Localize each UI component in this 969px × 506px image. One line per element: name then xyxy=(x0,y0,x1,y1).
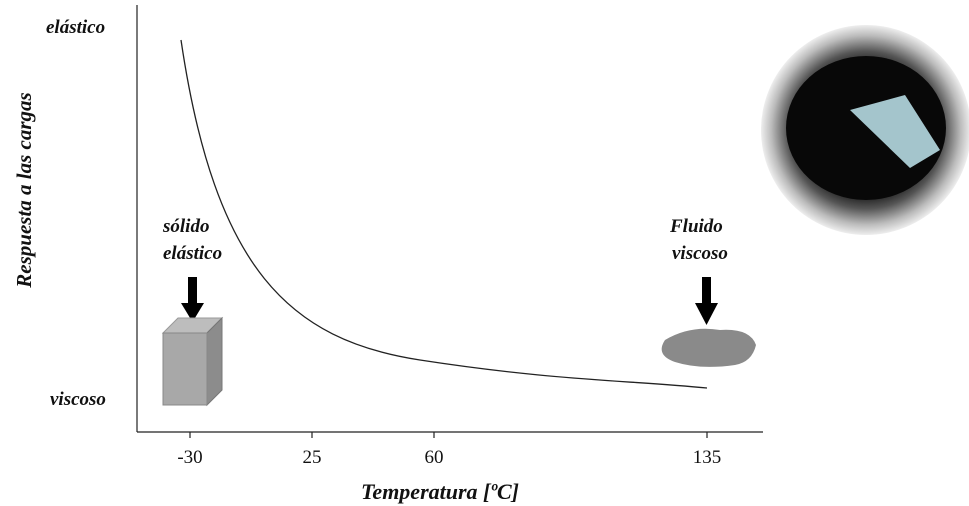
bowl-photo xyxy=(761,25,969,235)
x-tick-label: 135 xyxy=(693,447,722,468)
x-axis-title: Temperatura [ºC] xyxy=(361,479,519,504)
y-axis-title: Respuesta a las cargas xyxy=(12,92,36,288)
x-tick-label: -30 xyxy=(177,447,202,468)
fluid-blob xyxy=(661,328,756,367)
annotation: sólido xyxy=(162,216,209,237)
annotation: elástico xyxy=(163,243,222,264)
curve xyxy=(180,39,708,389)
arrow xyxy=(695,277,718,325)
x-tick-label: 25 xyxy=(303,447,322,468)
tick-marks xyxy=(189,432,708,438)
annotation: viscoso xyxy=(672,243,728,264)
x-tick-label: 60 xyxy=(425,447,444,468)
y-bottom-label: viscoso xyxy=(50,389,106,410)
annotation: Fluido xyxy=(669,216,723,237)
arrow xyxy=(181,277,204,322)
solid-block xyxy=(161,316,224,407)
y-top-label: elástico xyxy=(46,17,105,38)
